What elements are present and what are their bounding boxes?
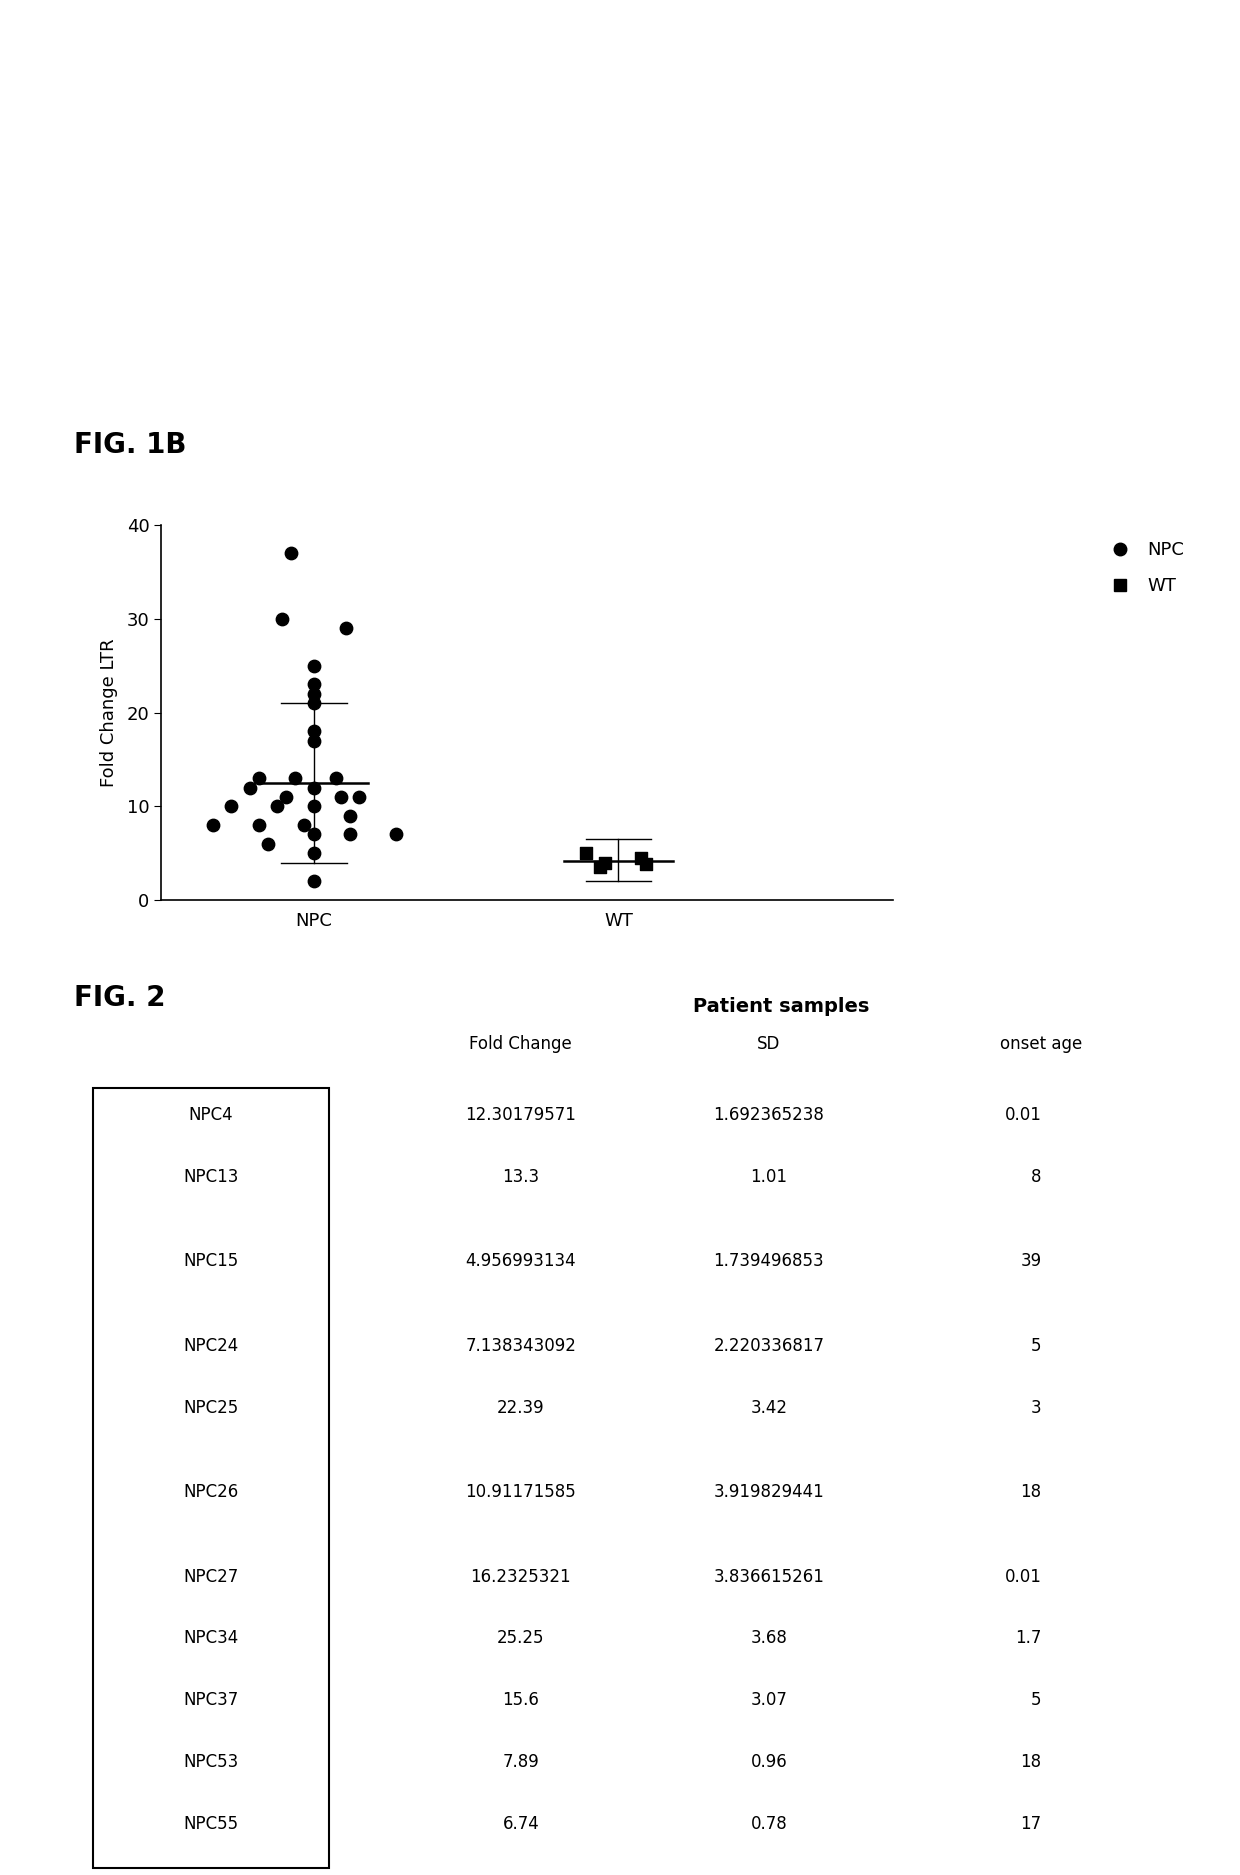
Point	[277, 782, 296, 812]
Point	[595, 848, 615, 878]
Point	[577, 838, 596, 868]
Text: NPC37: NPC37	[184, 1691, 238, 1710]
Text: SD: SD	[758, 1035, 780, 1054]
Text: Patient samples: Patient samples	[693, 998, 869, 1016]
Point	[331, 782, 351, 812]
Text: NPC34: NPC34	[184, 1629, 238, 1648]
Text: 15.6: 15.6	[502, 1691, 539, 1710]
Point	[222, 791, 242, 821]
Text: 8: 8	[1032, 1168, 1042, 1187]
Text: 3: 3	[1030, 1399, 1042, 1418]
Text: 13.3: 13.3	[502, 1168, 539, 1187]
Point	[285, 763, 305, 793]
Text: onset age: onset age	[1001, 1035, 1083, 1054]
Point	[249, 763, 269, 793]
Text: NPC25: NPC25	[184, 1399, 238, 1418]
Text: 0.96: 0.96	[750, 1753, 787, 1772]
Point	[304, 838, 324, 868]
Point	[304, 669, 324, 699]
Text: 3.68: 3.68	[750, 1629, 787, 1648]
Text: 4.956993134: 4.956993134	[465, 1252, 577, 1271]
Text: 0.01: 0.01	[1004, 1106, 1042, 1125]
Text: 22.39: 22.39	[497, 1399, 544, 1418]
Point	[272, 604, 291, 634]
Text: NPC53: NPC53	[184, 1753, 238, 1772]
Text: FIG. 1B: FIG. 1B	[74, 431, 187, 459]
Text: 3.919829441: 3.919829441	[713, 1483, 825, 1502]
Text: 5: 5	[1032, 1337, 1042, 1356]
Text: 12.30179571: 12.30179571	[465, 1106, 577, 1125]
Text: 6.74: 6.74	[502, 1815, 539, 1834]
Legend: NPC, WT: NPC, WT	[1095, 534, 1192, 602]
Text: 0.01: 0.01	[1004, 1568, 1042, 1586]
Text: 0.78: 0.78	[750, 1815, 787, 1834]
Point	[258, 829, 278, 859]
Text: 7.89: 7.89	[502, 1753, 539, 1772]
Point	[304, 726, 324, 756]
Point	[304, 688, 324, 718]
Point	[280, 538, 300, 568]
Point	[631, 844, 651, 874]
Text: FIG. 2: FIG. 2	[74, 984, 166, 1012]
Text: 1.692365238: 1.692365238	[713, 1106, 825, 1125]
Text: 2.220336817: 2.220336817	[713, 1337, 825, 1356]
Point	[386, 819, 405, 849]
Text: 1.739496853: 1.739496853	[713, 1252, 825, 1271]
Text: Fold Change: Fold Change	[470, 1035, 572, 1054]
Point	[304, 679, 324, 709]
Text: 16.2325321: 16.2325321	[470, 1568, 572, 1586]
Text: NPC15: NPC15	[184, 1252, 238, 1271]
Text: 5: 5	[1032, 1691, 1042, 1710]
Point	[326, 763, 346, 793]
Text: 3.42: 3.42	[750, 1399, 787, 1418]
Point	[295, 810, 315, 840]
Point	[636, 849, 656, 879]
Text: 18: 18	[1021, 1483, 1042, 1502]
Point	[304, 866, 324, 896]
Text: 39: 39	[1021, 1252, 1042, 1271]
Text: 1.7: 1.7	[1016, 1629, 1042, 1648]
Point	[340, 819, 360, 849]
Text: 1.01: 1.01	[750, 1168, 787, 1187]
Point	[304, 819, 324, 849]
Point	[336, 613, 356, 643]
Text: NPC24: NPC24	[184, 1337, 238, 1356]
Text: 3.07: 3.07	[750, 1691, 787, 1710]
Point	[350, 782, 370, 812]
Y-axis label: Fold Change LTR: Fold Change LTR	[100, 638, 118, 787]
Point	[304, 716, 324, 746]
Text: 7.138343092: 7.138343092	[465, 1337, 577, 1356]
Point	[304, 651, 324, 681]
Point	[590, 851, 610, 883]
Text: 3.836615261: 3.836615261	[713, 1568, 825, 1586]
Point	[203, 810, 223, 840]
Point	[239, 772, 259, 802]
Text: 10.91171585: 10.91171585	[465, 1483, 577, 1502]
Text: NPC27: NPC27	[184, 1568, 238, 1586]
Text: 17: 17	[1021, 1815, 1042, 1834]
Text: NPC55: NPC55	[184, 1815, 238, 1834]
Point	[304, 772, 324, 802]
Text: NPC26: NPC26	[184, 1483, 238, 1502]
Text: NPC13: NPC13	[184, 1168, 238, 1187]
Text: 25.25: 25.25	[497, 1629, 544, 1648]
Text: 18: 18	[1021, 1753, 1042, 1772]
Point	[267, 791, 286, 821]
Text: NPC4: NPC4	[188, 1106, 233, 1125]
Point	[249, 810, 269, 840]
Point	[340, 801, 360, 831]
Point	[304, 791, 324, 821]
